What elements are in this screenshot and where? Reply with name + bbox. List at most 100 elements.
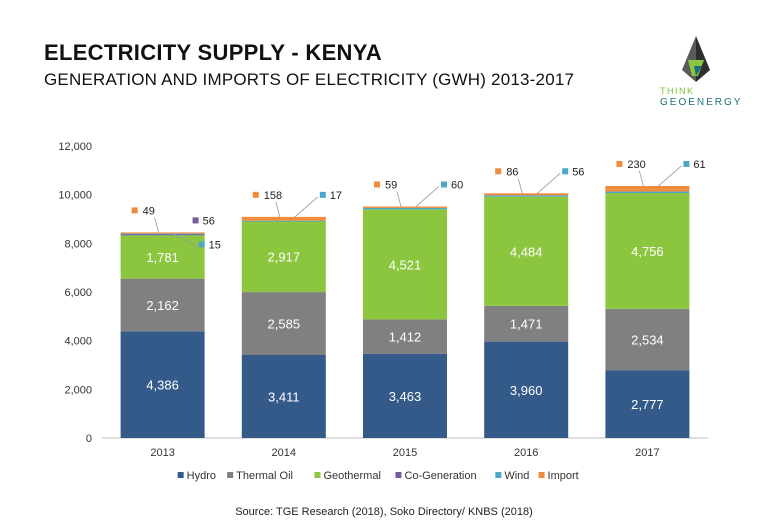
y-tick-label: 0 [86,433,92,445]
legend-label: Co-Generation [404,470,476,482]
leader-line [517,178,523,194]
data-label: 3,960 [510,383,543,398]
y-tick-label: 2,000 [64,384,92,396]
bar-segment-hydro [241,354,326,438]
bar-segment-thermal-oil [120,278,205,332]
data-label-wind: 60 [451,179,463,191]
legend-swatch [227,472,234,478]
leader-line [414,186,440,208]
leader-line [293,196,319,219]
legend-label: Import [548,470,579,482]
data-label: 3,411 [268,389,300,404]
data-label-import: 49 [143,205,155,217]
bar-segment-hydro [484,341,569,438]
logo-text-geoenergy: GEOENERGY [660,97,743,108]
bar-segment-import [120,232,205,234]
data-label-import: 158 [264,190,282,202]
bar-segment-import [363,206,447,208]
wind-label-marker [198,241,205,248]
bar-segment-geothermal [363,209,447,320]
legend-label: Thermal Oil [236,470,293,482]
chart-title: ELECTRICITY SUPPLY - KENYA [44,40,382,65]
wind-label-marker [562,168,569,175]
bar-segment-thermal-oil [605,308,690,371]
bar-segment-co-generation [120,233,205,236]
source-note: Source: TGE Research (2018), Soko Direct… [235,506,533,518]
data-label: 2,534 [631,333,664,348]
x-tick-label: 2017 [635,447,659,459]
import-label-marker [616,160,623,167]
bar-segment-hydro [363,353,447,438]
wind-label-marker [683,160,690,167]
wind-label-marker [319,191,326,198]
data-label-import: 230 [627,159,645,171]
bar-segment-wind [484,195,569,197]
bar-segment-hydro [120,331,205,438]
leader-line [172,233,197,247]
bar-segment-geothermal [605,193,690,309]
legend-swatch [177,472,184,478]
data-label-wind: 17 [330,190,342,202]
data-label-wind: 56 [572,166,584,178]
chart-subtitle: GENERATION AND IMPORTS OF ELECTRICITY (G… [44,70,575,89]
y-tick-label: 6,000 [64,287,92,299]
legend-label: Geothermal [323,470,380,482]
bar-segment-thermal-oil [363,319,447,354]
leader-line [639,170,644,187]
data-label: 1,471 [510,317,543,332]
co-generation-label-marker [192,217,199,224]
bar-segment-wind [241,220,326,222]
leader-line [154,217,159,233]
data-label: 2,162 [146,298,179,313]
import-label-marker [252,191,259,198]
wind-label-marker [441,181,447,188]
legend-label: Hydro [187,470,216,482]
data-label: 1,412 [389,330,422,345]
think-geoenergy-logo-icon [682,36,710,82]
bar-segment-import [241,216,326,221]
logo-text-think: THINK [660,86,695,96]
data-label: 4,386 [146,378,179,393]
data-label: 2,777 [631,397,664,412]
x-tick-label: 2013 [150,447,174,459]
bar-segment-geothermal [484,196,569,306]
bar-segment-import [605,185,690,192]
y-tick-label: 10,000 [58,190,92,202]
data-label: 4,484 [510,244,543,259]
x-tick-label: 2016 [514,447,538,459]
bar-segment-geothermal [120,235,205,279]
legend-swatch [538,472,545,478]
bar-segment-hydro [605,370,690,438]
data-label-co-generation: 56 [203,215,215,227]
legend-swatch [395,472,402,478]
leader-line [396,191,402,207]
legend-label: Wind [504,470,529,482]
data-label: 4,521 [389,257,422,272]
data-label-wind: 61 [693,159,705,171]
data-label: 1,781 [146,250,179,265]
y-tick-label: 12,000 [58,141,92,153]
bar-segment-geothermal [241,221,326,293]
x-tick-label: 2015 [393,447,417,459]
leader-line [275,201,281,217]
import-label-marker [131,207,138,214]
y-tick-label: 4,000 [64,336,92,348]
import-label-marker [374,181,380,188]
bar-segment-thermal-oil [241,292,326,355]
leader-line [657,165,682,188]
bar-segment-wind [363,207,447,210]
data-label: 2,917 [268,250,301,265]
bar-segment-wind [120,233,205,235]
data-label-wind: 15 [209,239,221,251]
leader-line [535,172,561,195]
bar-segment-import [484,193,569,196]
data-label: 2,585 [268,317,301,332]
bar-segment-wind [605,191,690,194]
y-tick-label: 8,000 [64,238,92,250]
bar-segment-thermal-oil [484,305,569,342]
legend-swatch [495,472,502,478]
import-label-marker [495,168,502,175]
data-label: 4,756 [631,244,664,259]
data-label-import: 86 [506,166,518,178]
